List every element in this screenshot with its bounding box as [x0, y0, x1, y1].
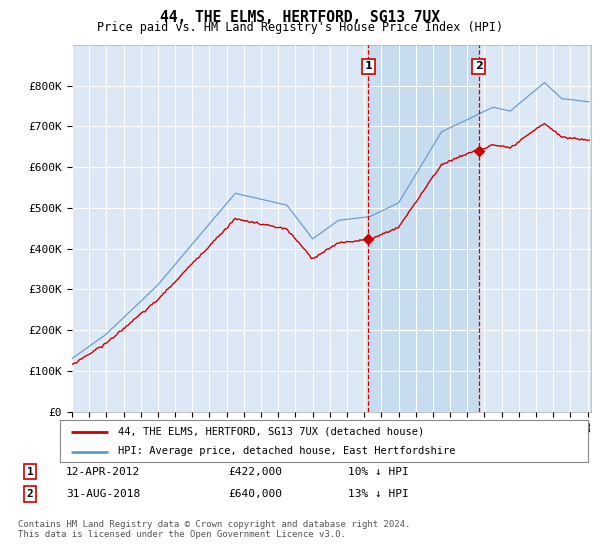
Bar	[368, 45, 479, 412]
Text: £640,000: £640,000	[228, 489, 282, 499]
Text: 1: 1	[26, 466, 34, 477]
Text: HPI: Average price, detached house, East Hertfordshire: HPI: Average price, detached house, East…	[118, 446, 455, 456]
Text: Price paid vs. HM Land Registry's House Price Index (HPI): Price paid vs. HM Land Registry's House …	[97, 21, 503, 34]
Text: 44, THE ELMS, HERTFORD, SG13 7UX (detached house): 44, THE ELMS, HERTFORD, SG13 7UX (detach…	[118, 427, 424, 437]
Text: 1: 1	[365, 61, 373, 71]
Text: Contains HM Land Registry data © Crown copyright and database right 2024.
This d: Contains HM Land Registry data © Crown c…	[18, 520, 410, 539]
Text: 44, THE ELMS, HERTFORD, SG13 7UX: 44, THE ELMS, HERTFORD, SG13 7UX	[160, 10, 440, 25]
Text: 31-AUG-2018: 31-AUG-2018	[66, 489, 140, 499]
Text: 10% ↓ HPI: 10% ↓ HPI	[348, 466, 409, 477]
Text: 12-APR-2012: 12-APR-2012	[66, 466, 140, 477]
Text: 13% ↓ HPI: 13% ↓ HPI	[348, 489, 409, 499]
Text: £422,000: £422,000	[228, 466, 282, 477]
Text: 2: 2	[475, 61, 482, 71]
Text: 2: 2	[26, 489, 34, 499]
